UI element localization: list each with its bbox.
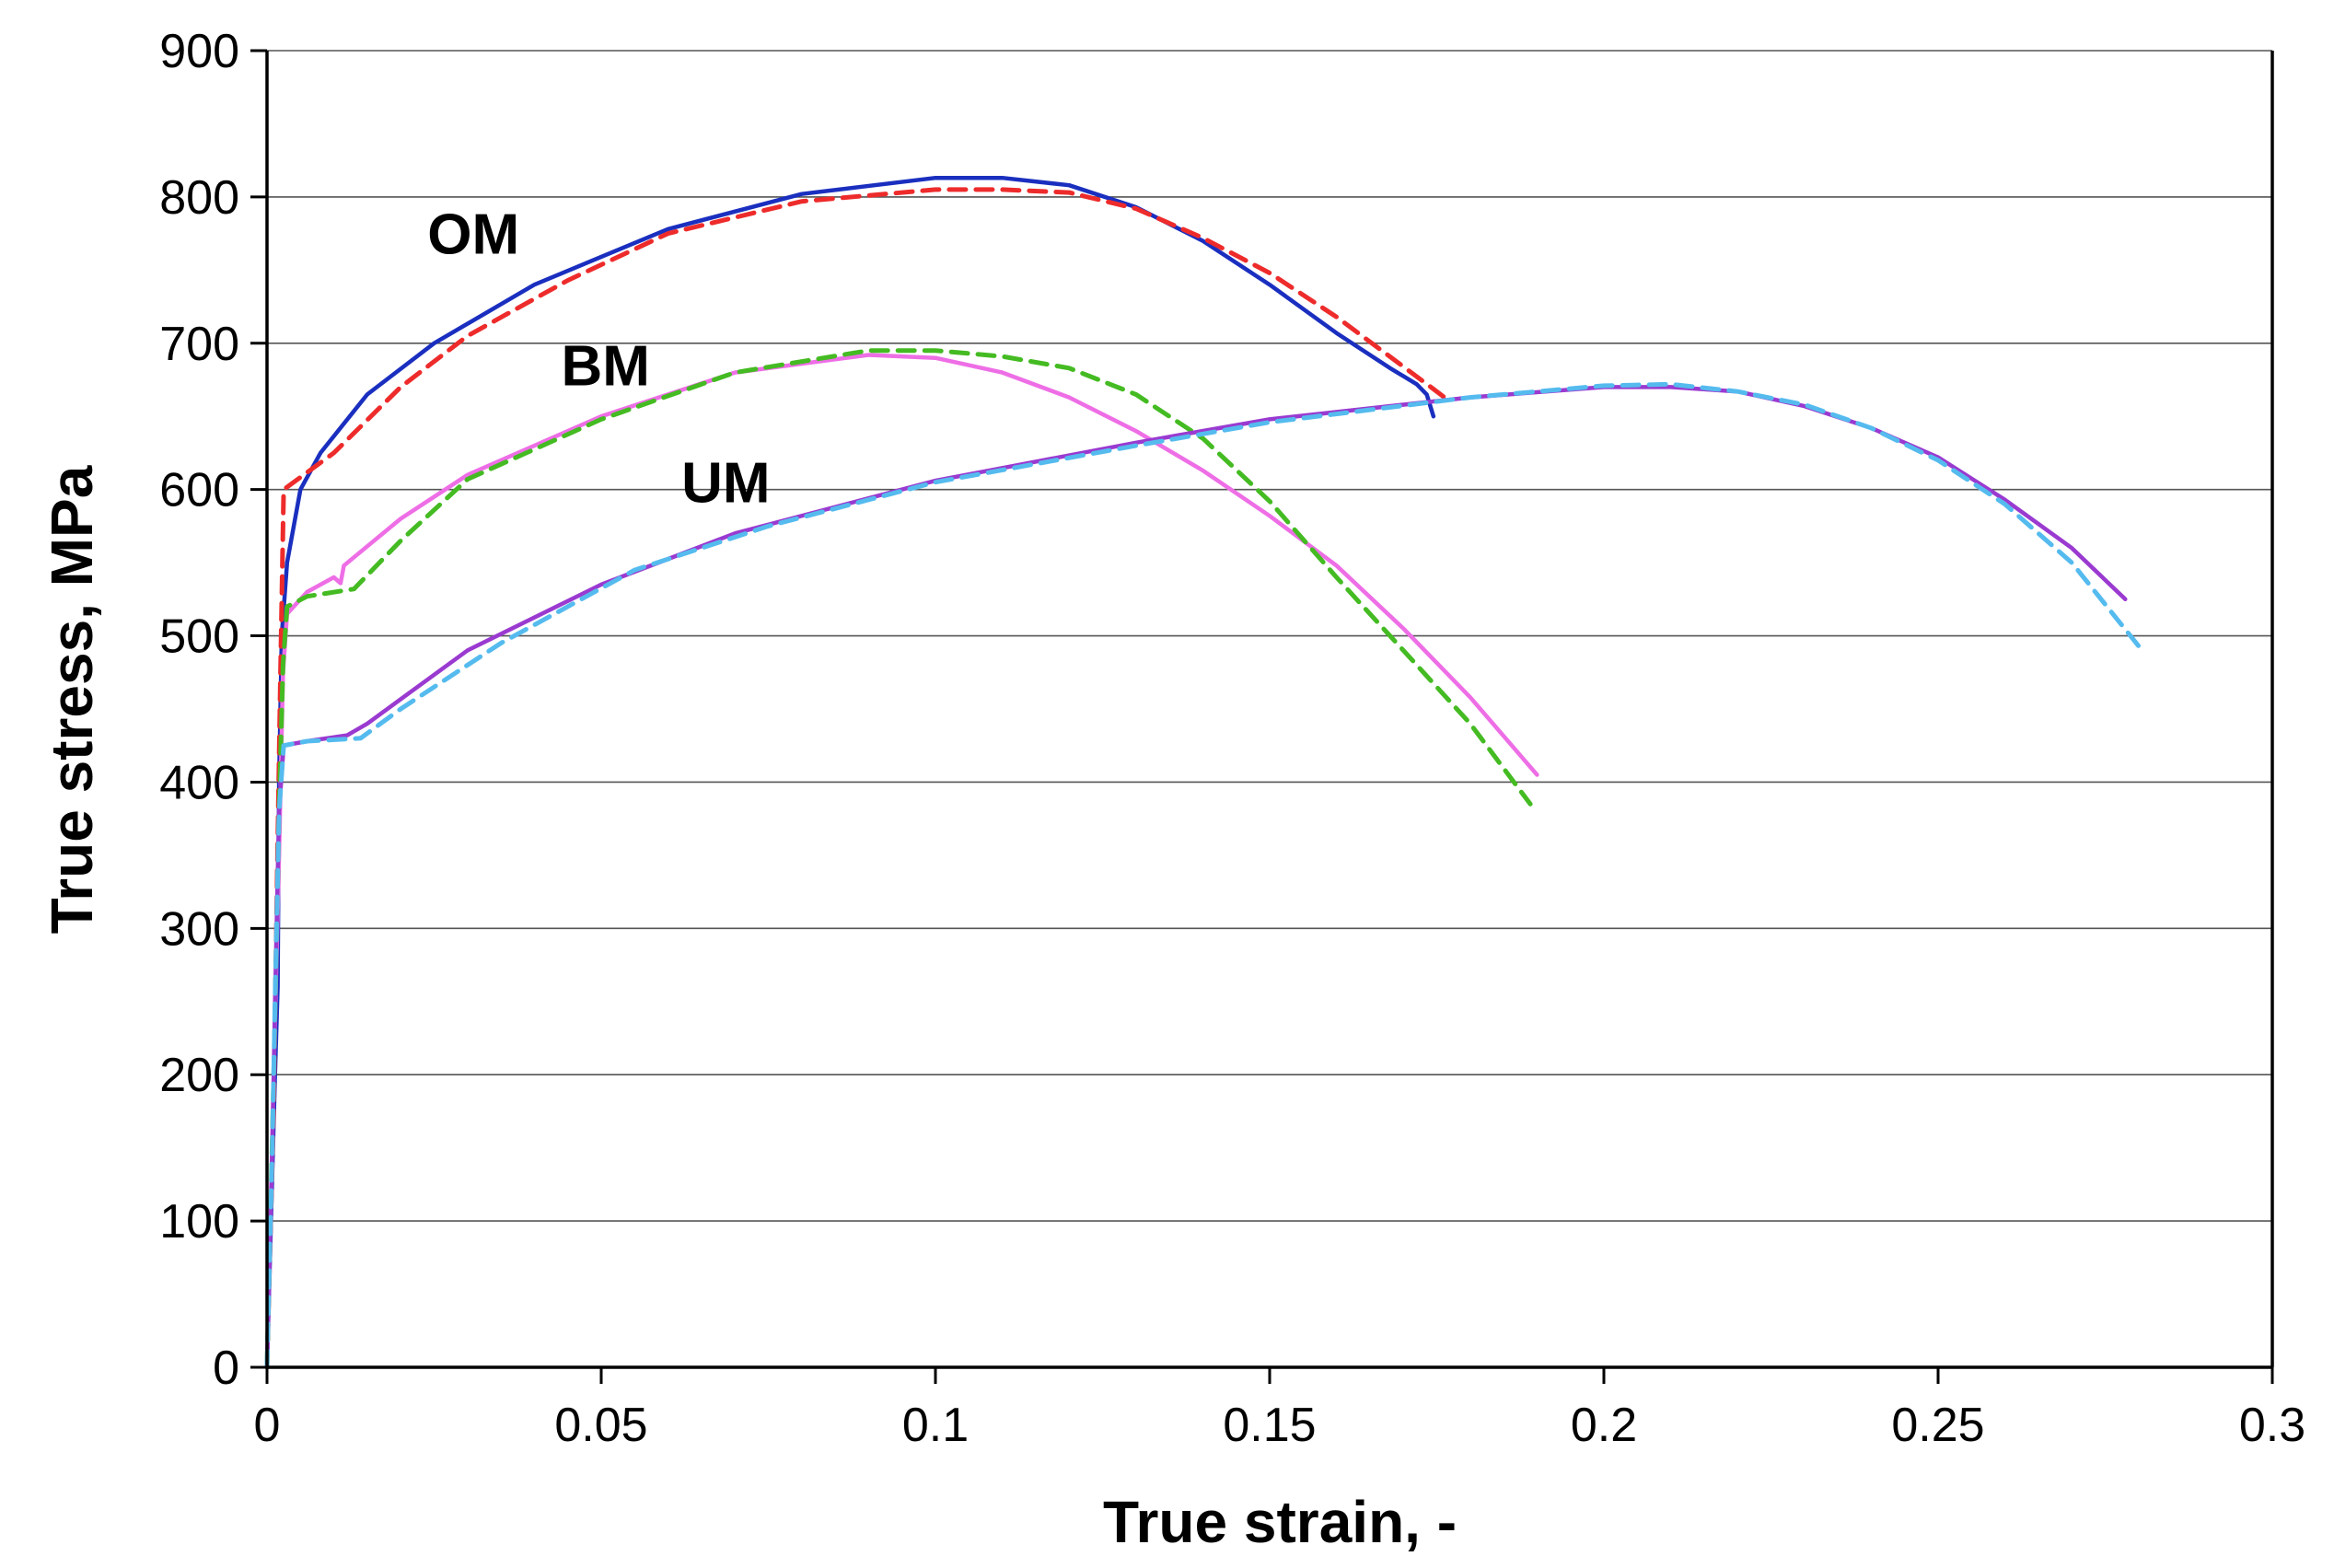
y-tick-label-3: 300 — [159, 902, 239, 956]
y-tick-label-6: 600 — [159, 464, 239, 517]
x-tick-label-5: 0.25 — [1891, 1399, 1984, 1452]
y-tick-label-9: 900 — [159, 25, 239, 78]
series-line-bm-dashed — [264, 348, 1533, 1370]
x-tick-label-4: 0.2 — [1571, 1399, 1637, 1452]
y-tick-label-0: 0 — [213, 1342, 239, 1395]
series-line-um-dashed — [264, 381, 2142, 1370]
series-line-om-dashed — [264, 187, 1453, 1370]
tick-labels: 0 100 200 300 400 500 600 700 800 900 0 0.05 0.1 0.15… — [159, 25, 2305, 1452]
series-layer — [264, 175, 2142, 1370]
y-tick-label-2: 200 — [159, 1049, 239, 1102]
y-tick-label-5: 500 — [159, 610, 239, 664]
y-axis-title: True stress, MPa — [39, 465, 105, 934]
x-tick-label-2: 0.1 — [902, 1399, 969, 1452]
y-tick-label-7: 700 — [159, 318, 239, 371]
x-tick-label-0: 0 — [254, 1399, 281, 1452]
curve-labels: OM BM UM — [427, 203, 770, 516]
y-tick-label-4: 400 — [159, 756, 239, 809]
curve-label-bm: BM — [561, 335, 649, 399]
axes — [250, 49, 2274, 1384]
curve-label-om: OM — [427, 203, 519, 267]
gridlines — [267, 50, 2272, 1222]
x-tick-label-6: 0.3 — [2239, 1399, 2305, 1452]
x-axis-title: True strain, - — [1103, 1489, 1457, 1555]
y-tick-label-8: 800 — [159, 171, 239, 225]
x-tick-label-1: 0.05 — [554, 1399, 647, 1452]
y-tick-label-1: 100 — [159, 1195, 239, 1249]
curve-label-um: UM — [681, 452, 770, 516]
x-tick-label-3: 0.15 — [1223, 1399, 1316, 1452]
